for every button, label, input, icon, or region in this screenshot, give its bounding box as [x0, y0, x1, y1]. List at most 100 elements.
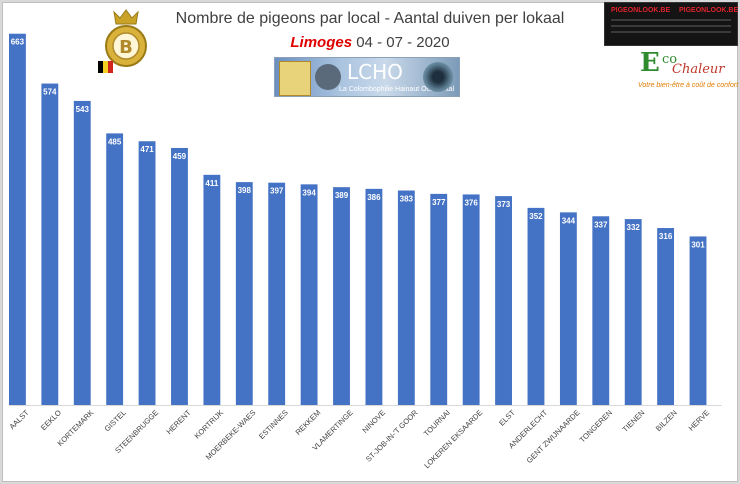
x-tick-label: KORTRIJK [193, 408, 225, 440]
svg-text:B: B [119, 37, 133, 58]
bar-value-label: 471 [140, 145, 154, 154]
zero-value-label: 0 [518, 395, 523, 404]
bar-value-label: 301 [691, 240, 705, 249]
bar-value-label: 543 [76, 105, 90, 114]
bar [41, 83, 59, 405]
x-tick-label: ESTINNES [257, 408, 290, 441]
eco-chaleur-text: Chaleur [672, 62, 725, 77]
bar-value-label: 344 [562, 216, 576, 225]
x-tick-label: REKKEM [294, 408, 323, 437]
bar [624, 219, 642, 405]
x-tick-label: ELST [497, 408, 517, 428]
zero-value-label: 0 [582, 395, 587, 404]
race-date: 04 - 07 - 2020 [356, 34, 450, 51]
x-tick-label: TIENEN [621, 408, 647, 434]
bar-value-label: 394 [302, 188, 316, 197]
zero-value-label: 0 [420, 395, 425, 404]
pigeonlook-ad-right: PIGEONLOOK.BE [679, 7, 739, 14]
x-tick-label: HERENT [164, 408, 192, 436]
pigeonlook-ad-left: PIGEONLOOK.BE [611, 7, 671, 14]
bar-value-label: 316 [659, 232, 673, 241]
zero-value-label: 0 [388, 395, 393, 404]
bar [138, 141, 156, 406]
bar-value-label: 337 [594, 220, 608, 229]
eco-chaleur-logo: E co Chaleur Votre bien-être à coût de c… [636, 48, 739, 94]
bar-value-label: 332 [627, 223, 641, 232]
bar [527, 207, 545, 405]
eco-tagline: Votre bien-être à coût de confort [638, 82, 739, 89]
bar [73, 100, 91, 406]
bar-value-label: 663 [11, 38, 25, 47]
eco-letter-e: E [640, 48, 660, 78]
lcho-name: LCHO [347, 60, 403, 84]
zero-value-label: 0 [31, 395, 36, 404]
zero-value-label: 0 [647, 395, 652, 404]
x-tick-label: BILZEN [654, 408, 679, 433]
bar [203, 174, 221, 405]
ad-text-line [611, 19, 731, 21]
zero-value-label: 0 [453, 395, 458, 404]
bar [657, 228, 675, 405]
bar [235, 182, 253, 405]
zero-value-label: 0 [550, 395, 555, 404]
bar-value-label: 389 [335, 191, 349, 200]
bar [106, 133, 124, 405]
zero-value-label: 0 [712, 395, 717, 404]
bar-value-label: 397 [270, 187, 284, 196]
bar [9, 33, 26, 405]
bar [689, 236, 707, 405]
x-tick-label: TOURNAI [422, 408, 452, 438]
hainaut-shield-icon [279, 61, 311, 96]
zero-value-label: 0 [64, 395, 69, 404]
chart-subtitle: Limoges 04 - 07 - 2020 [260, 34, 480, 51]
bar [430, 193, 448, 405]
x-tick-label: TONGEREN [578, 408, 614, 444]
x-tick-label: AALST [7, 408, 30, 431]
belgian-federation-logo: B [96, 6, 156, 76]
bar-value-label: 459 [173, 152, 187, 161]
x-tick-label: GISTEL [103, 408, 128, 433]
bar [397, 190, 415, 405]
x-tick-label: NINOVE [360, 408, 387, 435]
eco-letters-co: co [662, 52, 678, 67]
zero-value-label: 0 [258, 395, 263, 404]
zero-value-label: 0 [96, 395, 101, 404]
zero-value-label: 0 [129, 395, 134, 404]
ad-text-line [611, 31, 731, 33]
lcho-subtitle: La Colombophilie Hainaut Occidental [339, 86, 455, 93]
bar [365, 188, 383, 405]
zero-value-label: 0 [291, 395, 296, 404]
zero-value-label: 0 [323, 395, 328, 404]
bar-value-label: 398 [238, 186, 252, 195]
bar-value-label: 411 [205, 179, 218, 188]
zero-value-label: 0 [615, 395, 620, 404]
x-tick-label: EEKLO [39, 408, 63, 432]
bar-value-label: 574 [43, 88, 57, 97]
zero-value-label: 0 [193, 395, 198, 404]
bar [333, 187, 350, 405]
zero-value-label: 0 [485, 395, 490, 404]
bar-value-label: 376 [464, 198, 478, 207]
bar [559, 212, 577, 405]
zero-value-label: 0 [355, 395, 360, 404]
pigeonlook-ad: PIGEONLOOK.BE PIGEONLOOK.BE [604, 2, 738, 46]
ad-text-line [611, 25, 731, 27]
chart-title: Nombre de pigeons par local - Aantal dui… [175, 10, 565, 27]
bar [495, 196, 512, 405]
bar-value-label: 386 [367, 193, 381, 202]
bar [592, 216, 610, 405]
bar-value-label: 373 [497, 200, 511, 209]
x-tick-label: LOKEREN EKSAARDE [422, 408, 484, 470]
bar [171, 147, 188, 405]
bar [462, 194, 480, 405]
bar [268, 182, 286, 405]
zero-value-label: 0 [680, 395, 685, 404]
bar [300, 184, 318, 405]
zero-value-label: 0 [226, 395, 231, 404]
pigeon-eye-icon [423, 62, 453, 92]
zero-value-label: 0 [161, 395, 166, 404]
pigeon-icon [315, 64, 341, 90]
x-tick-label: HERVE [687, 408, 712, 433]
bar-value-label: 383 [400, 195, 414, 204]
bar-value-label: 485 [108, 137, 122, 146]
